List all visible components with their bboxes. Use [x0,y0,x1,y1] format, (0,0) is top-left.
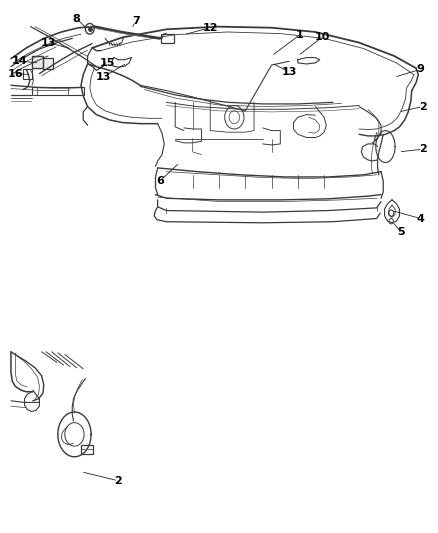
Text: 2: 2 [114,476,122,486]
Text: 4: 4 [417,214,424,223]
Text: 14: 14 [12,56,28,66]
Text: 16: 16 [7,69,23,78]
Bar [32,87,84,95]
Text: 13: 13 [95,72,111,82]
Bar [23,69,32,79]
Bar [32,56,43,68]
Text: 15: 15 [99,58,115,68]
Text: 8: 8 [73,14,81,23]
Text: 12: 12 [202,23,218,33]
Text: 13: 13 [40,38,56,47]
Bar [81,445,93,454]
Bar [43,58,53,69]
Text: 6: 6 [156,176,164,186]
Text: 2: 2 [419,102,427,111]
Text: 7: 7 [132,17,140,26]
Text: 10: 10 [314,33,330,42]
Text: 13: 13 [281,67,297,77]
Text: 1: 1 [296,30,304,39]
Bar [32,56,43,68]
Bar [43,58,53,69]
Text: 5: 5 [397,227,405,237]
Bar [161,34,174,43]
Text: 2: 2 [419,144,427,154]
Text: 9: 9 [417,64,424,74]
